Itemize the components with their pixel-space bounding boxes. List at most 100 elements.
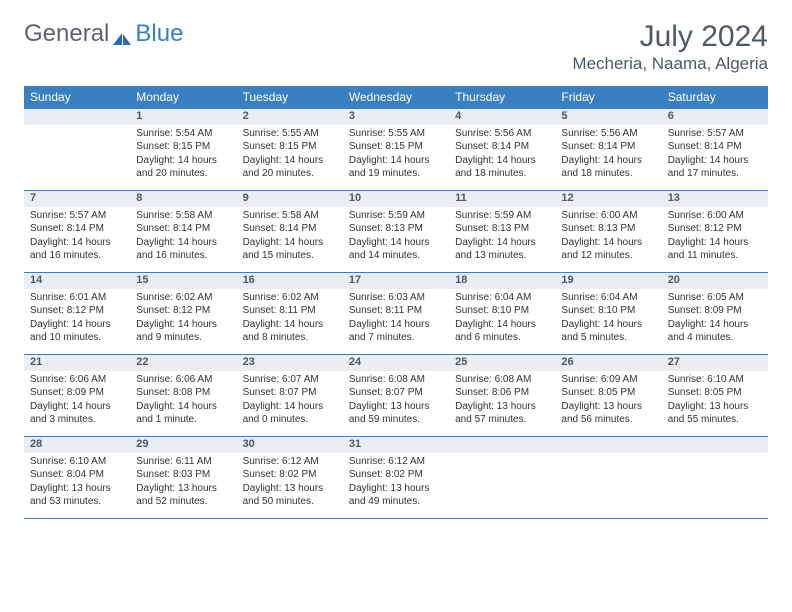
day-content-cell: Sunrise: 6:09 AMSunset: 8:05 PMDaylight:… (555, 371, 661, 437)
day-content-cell: Sunrise: 6:04 AMSunset: 8:10 PMDaylight:… (449, 289, 555, 355)
day-number-cell (24, 109, 130, 125)
day-content-cell: Sunrise: 5:54 AMSunset: 8:15 PMDaylight:… (130, 125, 236, 191)
sunset-text: Sunset: 8:06 PM (455, 386, 549, 400)
daylight-text: Daylight: 13 hours and 52 minutes. (136, 482, 230, 509)
daylight-text: Daylight: 14 hours and 5 minutes. (561, 318, 655, 345)
day-content-cell: Sunrise: 6:06 AMSunset: 8:08 PMDaylight:… (130, 371, 236, 437)
sunset-text: Sunset: 8:02 PM (349, 468, 443, 482)
sunrise-text: Sunrise: 6:04 AM (455, 291, 549, 305)
day-number-cell (555, 437, 661, 453)
sunrise-text: Sunrise: 6:10 AM (668, 373, 762, 387)
daylight-text: Daylight: 14 hours and 16 minutes. (136, 236, 230, 263)
sunrise-text: Sunrise: 6:05 AM (668, 291, 762, 305)
day-number-cell: 17 (343, 273, 449, 289)
sunset-text: Sunset: 8:12 PM (668, 222, 762, 236)
title-block: July 2024 Mecheria, Naama, Algeria (572, 20, 768, 74)
sunset-text: Sunset: 8:04 PM (30, 468, 124, 482)
daylight-text: Daylight: 14 hours and 3 minutes. (30, 400, 124, 427)
sunrise-text: Sunrise: 6:03 AM (349, 291, 443, 305)
daylight-text: Daylight: 13 hours and 55 minutes. (668, 400, 762, 427)
weekday-header-row: Sunday Monday Tuesday Wednesday Thursday… (24, 86, 768, 109)
day-content-cell: Sunrise: 6:00 AMSunset: 8:13 PMDaylight:… (555, 207, 661, 273)
content-row: Sunrise: 6:10 AMSunset: 8:04 PMDaylight:… (24, 453, 768, 519)
sunset-text: Sunset: 8:11 PM (349, 304, 443, 318)
day-number-cell: 19 (555, 273, 661, 289)
day-number-cell: 22 (130, 355, 236, 371)
sunrise-text: Sunrise: 6:08 AM (349, 373, 443, 387)
sunrise-text: Sunrise: 5:57 AM (668, 127, 762, 141)
sunrise-text: Sunrise: 5:56 AM (561, 127, 655, 141)
sunrise-text: Sunrise: 6:00 AM (561, 209, 655, 223)
day-content-cell: Sunrise: 6:06 AMSunset: 8:09 PMDaylight:… (24, 371, 130, 437)
daynum-row: 78910111213 (24, 191, 768, 207)
weekday-header: Sunday (24, 86, 130, 109)
content-row: Sunrise: 5:57 AMSunset: 8:14 PMDaylight:… (24, 207, 768, 273)
weekday-header: Tuesday (237, 86, 343, 109)
day-number-cell: 23 (237, 355, 343, 371)
sunrise-text: Sunrise: 5:56 AM (455, 127, 549, 141)
daylight-text: Daylight: 14 hours and 11 minutes. (668, 236, 762, 263)
day-content-cell (449, 453, 555, 519)
sunset-text: Sunset: 8:02 PM (243, 468, 337, 482)
day-content-cell: Sunrise: 5:56 AMSunset: 8:14 PMDaylight:… (449, 125, 555, 191)
day-number-cell (662, 437, 768, 453)
day-content-cell: Sunrise: 6:01 AMSunset: 8:12 PMDaylight:… (24, 289, 130, 355)
sunset-text: Sunset: 8:13 PM (455, 222, 549, 236)
day-content-cell: Sunrise: 6:11 AMSunset: 8:03 PMDaylight:… (130, 453, 236, 519)
day-content-cell: Sunrise: 6:08 AMSunset: 8:06 PMDaylight:… (449, 371, 555, 437)
day-number-cell: 29 (130, 437, 236, 453)
day-number-cell: 26 (555, 355, 661, 371)
day-content-cell: Sunrise: 5:55 AMSunset: 8:15 PMDaylight:… (237, 125, 343, 191)
day-number-cell: 18 (449, 273, 555, 289)
sunrise-text: Sunrise: 5:58 AM (243, 209, 337, 223)
daylight-text: Daylight: 14 hours and 13 minutes. (455, 236, 549, 263)
day-number-cell: 6 (662, 109, 768, 125)
sunset-text: Sunset: 8:14 PM (561, 140, 655, 154)
day-content-cell: Sunrise: 6:04 AMSunset: 8:10 PMDaylight:… (555, 289, 661, 355)
sunrise-text: Sunrise: 6:00 AM (668, 209, 762, 223)
weekday-header: Friday (555, 86, 661, 109)
day-content-cell: Sunrise: 6:03 AMSunset: 8:11 PMDaylight:… (343, 289, 449, 355)
daylight-text: Daylight: 14 hours and 0 minutes. (243, 400, 337, 427)
daylight-text: Daylight: 14 hours and 1 minute. (136, 400, 230, 427)
day-number-cell: 8 (130, 191, 236, 207)
day-number-cell: 20 (662, 273, 768, 289)
day-number-cell: 24 (343, 355, 449, 371)
location: Mecheria, Naama, Algeria (572, 54, 768, 74)
sunset-text: Sunset: 8:07 PM (349, 386, 443, 400)
daylight-text: Daylight: 13 hours and 57 minutes. (455, 400, 549, 427)
day-number-cell: 11 (449, 191, 555, 207)
daylight-text: Daylight: 13 hours and 49 minutes. (349, 482, 443, 509)
sunset-text: Sunset: 8:09 PM (30, 386, 124, 400)
daylight-text: Daylight: 13 hours and 53 minutes. (30, 482, 124, 509)
daylight-text: Daylight: 14 hours and 10 minutes. (30, 318, 124, 345)
sunset-text: Sunset: 8:05 PM (668, 386, 762, 400)
sunset-text: Sunset: 8:14 PM (136, 222, 230, 236)
day-number-cell: 15 (130, 273, 236, 289)
day-number-cell: 16 (237, 273, 343, 289)
day-number-cell: 3 (343, 109, 449, 125)
day-number-cell: 9 (237, 191, 343, 207)
daylight-text: Daylight: 14 hours and 16 minutes. (30, 236, 124, 263)
sunrise-text: Sunrise: 5:59 AM (349, 209, 443, 223)
sunrise-text: Sunrise: 5:57 AM (30, 209, 124, 223)
day-content-cell (662, 453, 768, 519)
daylight-text: Daylight: 14 hours and 12 minutes. (561, 236, 655, 263)
sunrise-text: Sunrise: 5:55 AM (349, 127, 443, 141)
day-content-cell: Sunrise: 6:07 AMSunset: 8:07 PMDaylight:… (237, 371, 343, 437)
sunset-text: Sunset: 8:14 PM (668, 140, 762, 154)
sunset-text: Sunset: 8:12 PM (30, 304, 124, 318)
content-row: Sunrise: 6:01 AMSunset: 8:12 PMDaylight:… (24, 289, 768, 355)
day-number-cell: 28 (24, 437, 130, 453)
sunset-text: Sunset: 8:10 PM (561, 304, 655, 318)
day-content-cell: Sunrise: 5:56 AMSunset: 8:14 PMDaylight:… (555, 125, 661, 191)
calendar-page: General Blue July 2024 Mecheria, Naama, … (0, 0, 792, 539)
day-content-cell: Sunrise: 5:55 AMSunset: 8:15 PMDaylight:… (343, 125, 449, 191)
sunrise-text: Sunrise: 6:10 AM (30, 455, 124, 469)
daylight-text: Daylight: 14 hours and 18 minutes. (561, 154, 655, 181)
sunrise-text: Sunrise: 6:06 AM (30, 373, 124, 387)
sunrise-text: Sunrise: 6:01 AM (30, 291, 124, 305)
weekday-header: Wednesday (343, 86, 449, 109)
logo-text-general: General (24, 20, 109, 48)
day-content-cell: Sunrise: 6:12 AMSunset: 8:02 PMDaylight:… (237, 453, 343, 519)
